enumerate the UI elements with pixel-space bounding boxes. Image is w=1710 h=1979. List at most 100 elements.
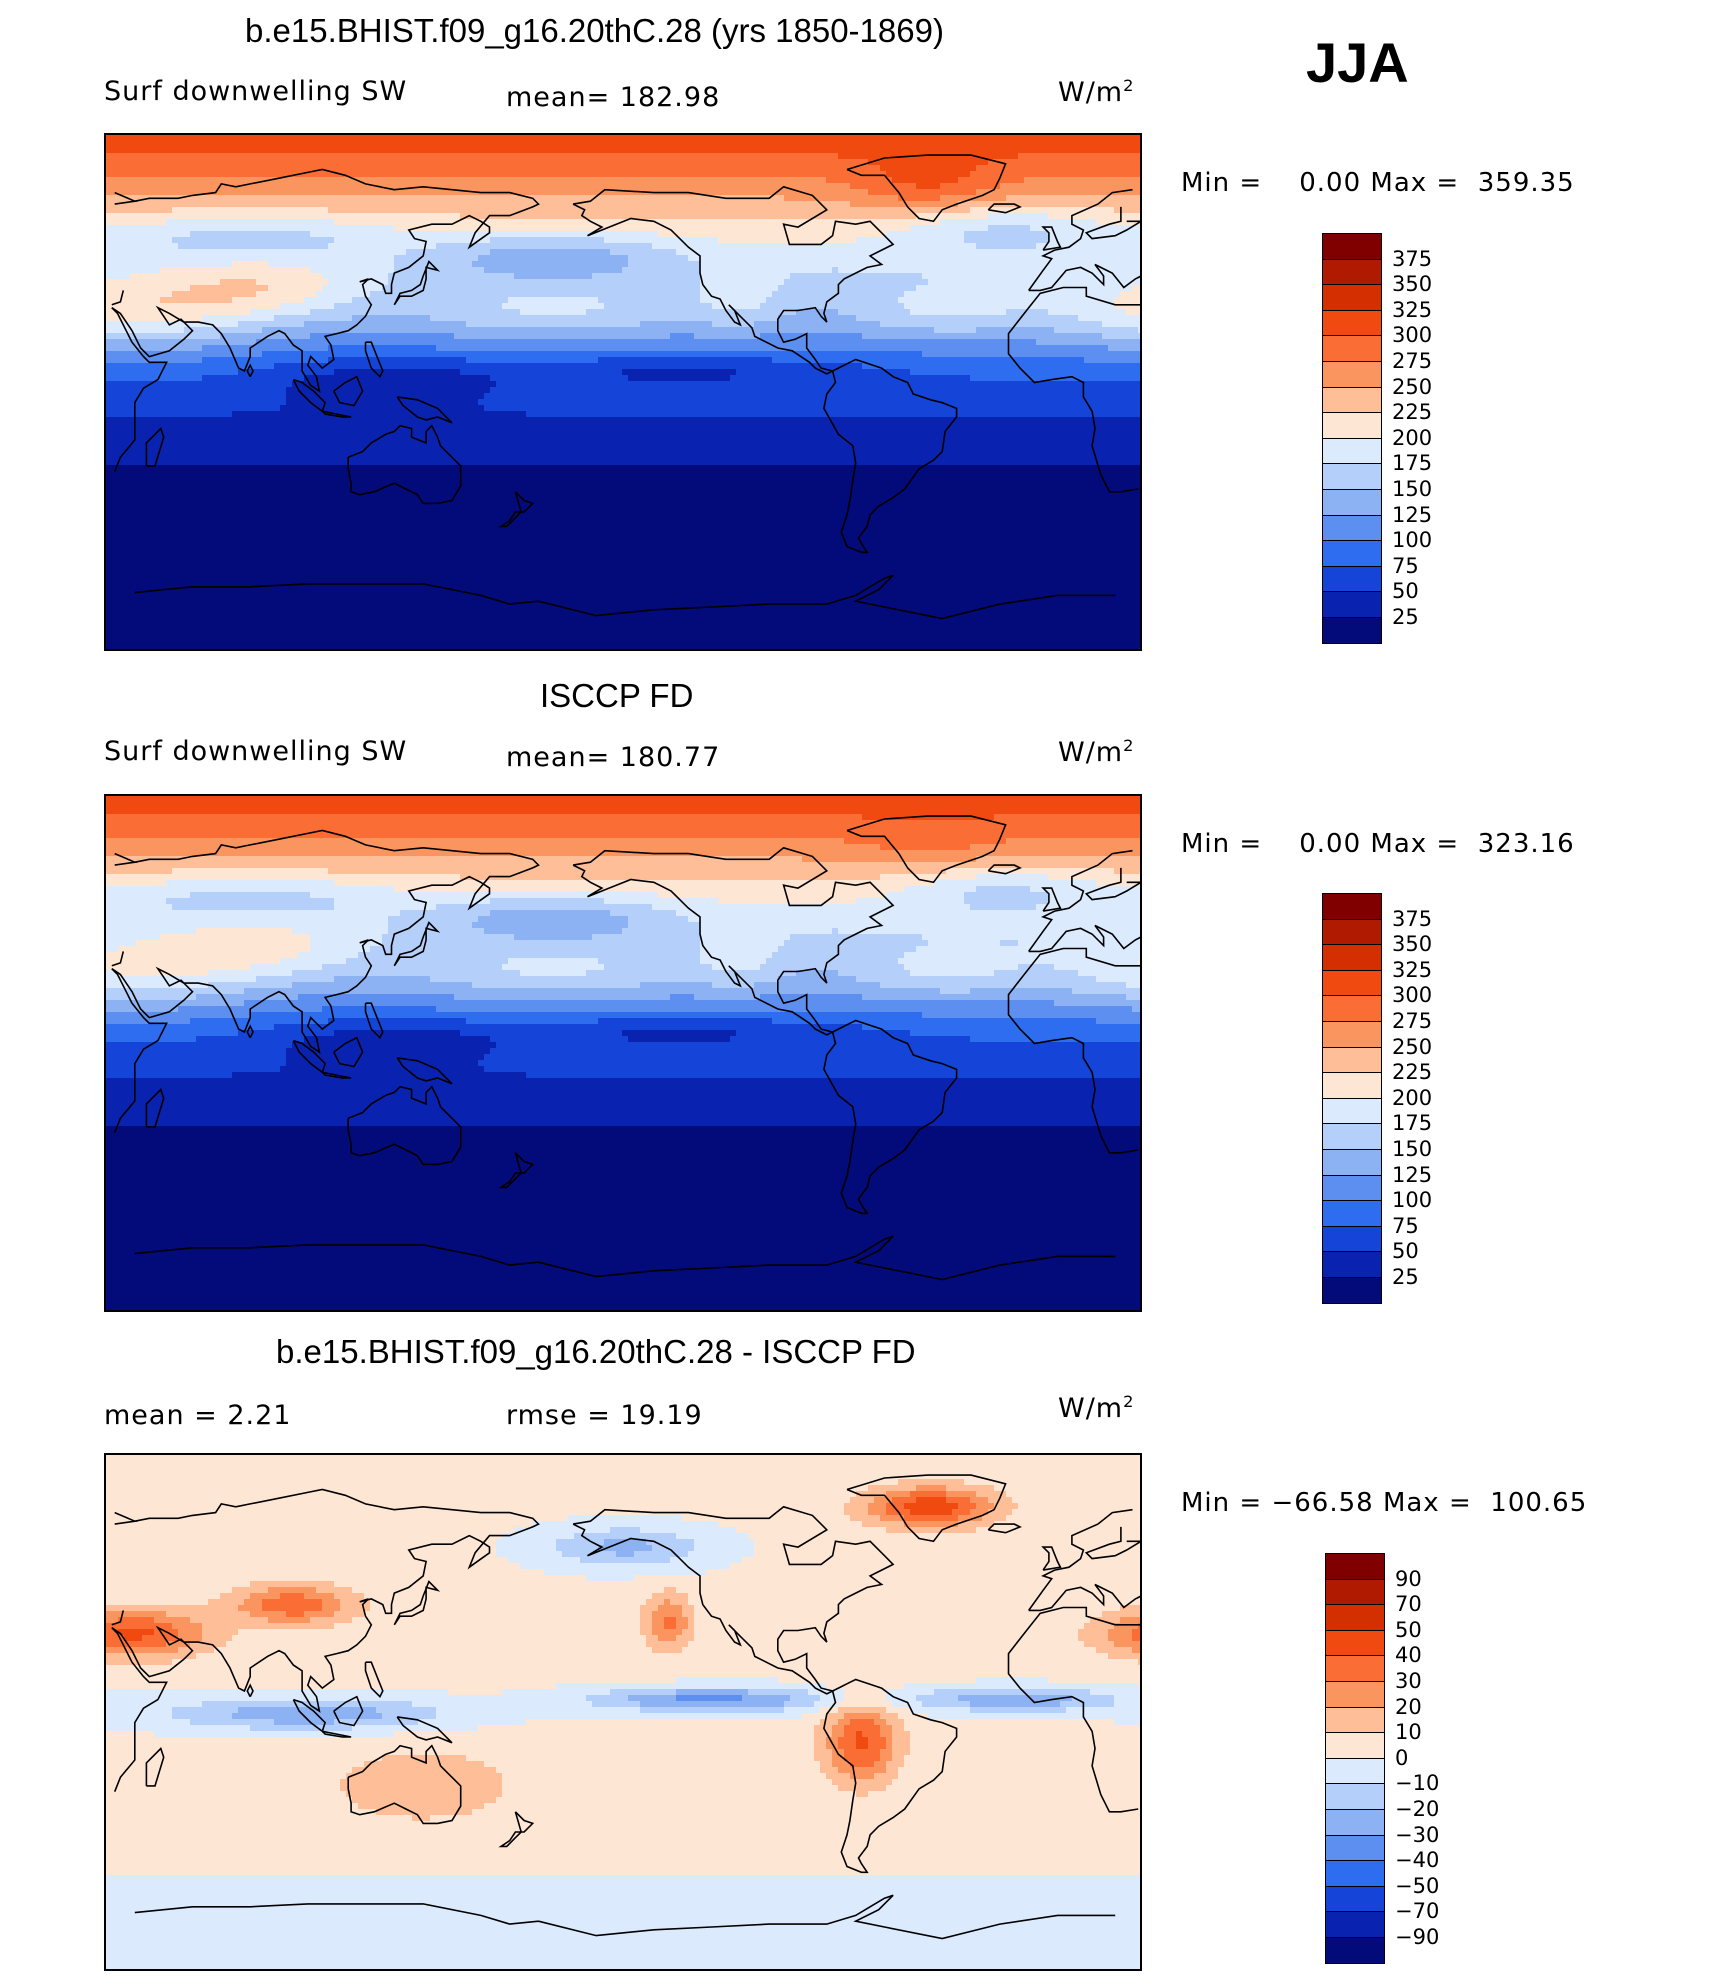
map-cell (130, 273, 323, 280)
map-cell (676, 1677, 779, 1684)
map-cell (106, 1587, 233, 1594)
map-cell (976, 327, 1055, 334)
map-cell (502, 1791, 857, 1798)
map-cell (286, 399, 479, 406)
map-cell (106, 1515, 569, 1522)
variable-label: Surf downwelling SW (104, 736, 408, 767)
map-cell (910, 1491, 947, 1498)
coastline (393, 260, 441, 306)
map-cell (436, 345, 1109, 352)
map-cell (904, 1725, 1140, 1732)
map-cell (232, 411, 527, 418)
map-cell (850, 1761, 875, 1768)
colorbar-swatch (1322, 1200, 1382, 1227)
map-cell (106, 1288, 1140, 1295)
map-cell (886, 1695, 917, 1702)
map-cell (1108, 345, 1140, 352)
map-cell (106, 1473, 1140, 1480)
map-cell (454, 333, 671, 340)
map-cell (856, 1737, 869, 1744)
map-cell (502, 964, 605, 971)
map-cell (778, 285, 917, 292)
map-cell (970, 1036, 1140, 1043)
map-cell (106, 147, 1140, 154)
map-cell (880, 874, 977, 881)
map-cell (106, 1695, 587, 1702)
map-cell (286, 1060, 479, 1067)
map-cell (1114, 303, 1140, 310)
map-cell (106, 603, 1140, 610)
map-cell (472, 261, 629, 268)
map-cell (340, 1779, 503, 1786)
map-cell (382, 934, 515, 941)
map-cell (106, 1785, 341, 1792)
map-cell (106, 994, 197, 1001)
map-cell (874, 1497, 893, 1504)
coastline (498, 1152, 535, 1189)
colorbar-label: 25 (1392, 1265, 1419, 1289)
map-cell (526, 1719, 821, 1726)
map-cell (868, 1503, 887, 1510)
map-cell (106, 213, 461, 220)
map-cell (226, 1641, 647, 1648)
map-cell (916, 1695, 959, 1702)
map-cell (106, 1264, 1140, 1271)
map-cell (106, 1701, 203, 1708)
colorbar-label: −20 (1395, 1797, 1440, 1821)
map-cell (1036, 904, 1140, 911)
map-cell (106, 219, 167, 226)
map-cell (490, 375, 629, 382)
map-cell (172, 1659, 1139, 1666)
map-cell (1138, 1623, 1140, 1630)
map-cell (754, 1551, 1140, 1558)
map-cell (1114, 1623, 1139, 1630)
map-cell (688, 1617, 695, 1624)
map-cell (874, 1761, 887, 1768)
map-cell (106, 1084, 1140, 1091)
map-cell (988, 1497, 1013, 1504)
map-cell (154, 1617, 191, 1624)
map-cell (106, 1168, 1140, 1175)
map-cell (106, 1150, 1140, 1157)
colorbar-label: 20 (1395, 1694, 1422, 1719)
colorbar-label: 375 (1392, 906, 1433, 931)
map-cell (856, 315, 1079, 322)
map-cell (814, 1731, 833, 1738)
map-cell (844, 1689, 887, 1696)
panel-title: b.e15.BHIST.f09_g16.20thC.28 (yrs 1850-1… (245, 12, 944, 49)
map-cell (160, 297, 233, 304)
map-cell (190, 892, 311, 899)
map-cell (652, 904, 971, 911)
map-cell (910, 1743, 1140, 1750)
map-cell (304, 1611, 335, 1618)
map-cell (544, 1569, 707, 1576)
map-cell (814, 1749, 833, 1756)
map-cell (640, 1527, 737, 1534)
map-cell (622, 1030, 737, 1037)
map-cell (958, 1515, 983, 1522)
map-cell (1096, 1018, 1140, 1025)
map-cell (880, 1731, 893, 1738)
coastline (134, 574, 1116, 620)
map-cell (106, 393, 287, 400)
coastline (111, 168, 540, 393)
map-cell (202, 1635, 233, 1642)
map-cell (694, 1605, 1121, 1612)
map-cell (106, 1132, 1140, 1139)
map-cell (700, 958, 767, 965)
map-cell (106, 1246, 1140, 1253)
coastline (987, 864, 1022, 875)
map-obs (104, 794, 1142, 1312)
map-cell (106, 1216, 1140, 1223)
map-cell (106, 201, 851, 208)
map-cell (508, 1557, 581, 1564)
map-cell (106, 471, 1140, 478)
map-cell (202, 345, 329, 352)
variable-label: Surf downwelling SW (104, 76, 408, 107)
map-cell (106, 1138, 1140, 1145)
colorbar-label: 125 (1392, 1162, 1433, 1187)
map-cell (904, 291, 1121, 298)
map-cell (232, 1072, 527, 1079)
map-cell (106, 1006, 179, 1013)
map-model (104, 133, 1142, 651)
